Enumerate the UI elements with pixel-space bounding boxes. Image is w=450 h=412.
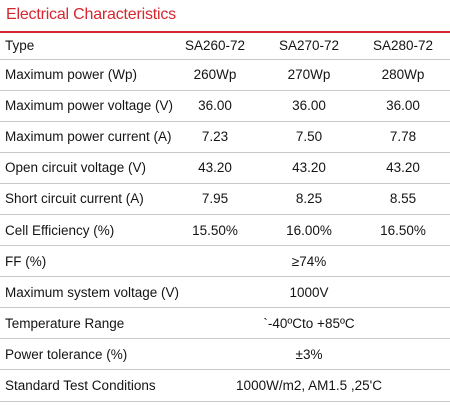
table-row: Maximum power (Wp) 260Wp 270Wp 280Wp xyxy=(0,59,450,91)
row-value: 43.20 xyxy=(168,152,262,184)
spec-table: Type SA260-72 SA270-72 SA280-72 Maximum … xyxy=(0,33,450,402)
table-row: Open circuit voltage (V) 43.20 43.20 43.… xyxy=(0,152,450,184)
row-label: Standard Test Conditions xyxy=(0,369,168,402)
shared-value: 1000V xyxy=(168,276,450,309)
row-label: Maximum power voltage (V) xyxy=(0,90,173,122)
table-row: Short circuit current (A) 7.95 8.25 8.55 xyxy=(0,183,450,215)
row-value: 36.00 xyxy=(356,90,450,122)
row-value: 7.78 xyxy=(356,121,450,153)
row-value: 7.95 xyxy=(168,183,262,215)
table-row: Standard Test Conditions 1000W/m2, AM1.5… xyxy=(0,369,450,402)
model-heading: SA260-72 xyxy=(168,33,262,60)
shared-value: 1000W/m2, AM1.5 ,25'C xyxy=(168,369,450,402)
table-row: Cell Efficiency (%) 15.50% 16.00% 16.50% xyxy=(0,214,450,247)
row-value: 43.20 xyxy=(262,152,356,184)
table-row: Temperature Range `-40ºCto +85ºC xyxy=(0,307,450,340)
row-label: Short circuit current (A) xyxy=(0,183,168,215)
table-row: Maximum power current (A) 7.23 7.50 7.78 xyxy=(0,121,450,153)
row-value: 7.23 xyxy=(168,121,262,153)
row-label: Maximum system voltage (V) xyxy=(0,276,179,309)
row-label: Cell Efficiency (%) xyxy=(0,214,168,247)
title-underline xyxy=(0,31,450,33)
model-heading: SA270-72 xyxy=(262,33,356,60)
table-row: Power tolerance (%) ±3% xyxy=(0,338,450,371)
row-label: Open circuit voltage (V) xyxy=(0,152,168,184)
row-label: Temperature Range xyxy=(0,307,168,340)
section-title: Electrical Characteristics xyxy=(6,6,176,23)
model-heading: SA280-72 xyxy=(356,33,450,60)
row-value: 16.50% xyxy=(356,214,450,247)
row-value: 7.50 xyxy=(262,121,356,153)
row-label: Maximum power (Wp) xyxy=(0,59,168,91)
shared-value: ±3% xyxy=(168,338,450,371)
row-value: 16.00% xyxy=(262,214,356,247)
row-label: FF (%) xyxy=(0,245,168,278)
table-row: FF (%) ≥74% xyxy=(0,245,450,278)
row-label: Power tolerance (%) xyxy=(0,338,168,371)
shared-value: ≥74% xyxy=(168,245,450,278)
table-header-row: Type SA260-72 SA270-72 SA280-72 xyxy=(0,33,450,60)
header-label: Type xyxy=(0,33,168,60)
row-value: 280Wp xyxy=(356,59,450,91)
row-value: 8.55 xyxy=(356,183,450,215)
row-value: 15.50% xyxy=(168,214,262,247)
shared-value: `-40ºCto +85ºC xyxy=(168,307,450,340)
row-value: 260Wp xyxy=(168,59,262,91)
row-value: 36.00 xyxy=(168,90,262,122)
table-row: Maximum power voltage (V) 36.00 36.00 36… xyxy=(0,90,450,122)
table-row: Maximum system voltage (V) 1000V xyxy=(0,276,450,309)
row-value: 8.25 xyxy=(262,183,356,215)
row-label: Maximum power current (A) xyxy=(0,121,172,153)
row-value: 36.00 xyxy=(262,90,356,122)
row-value: 43.20 xyxy=(356,152,450,184)
row-value: 270Wp xyxy=(262,59,356,91)
